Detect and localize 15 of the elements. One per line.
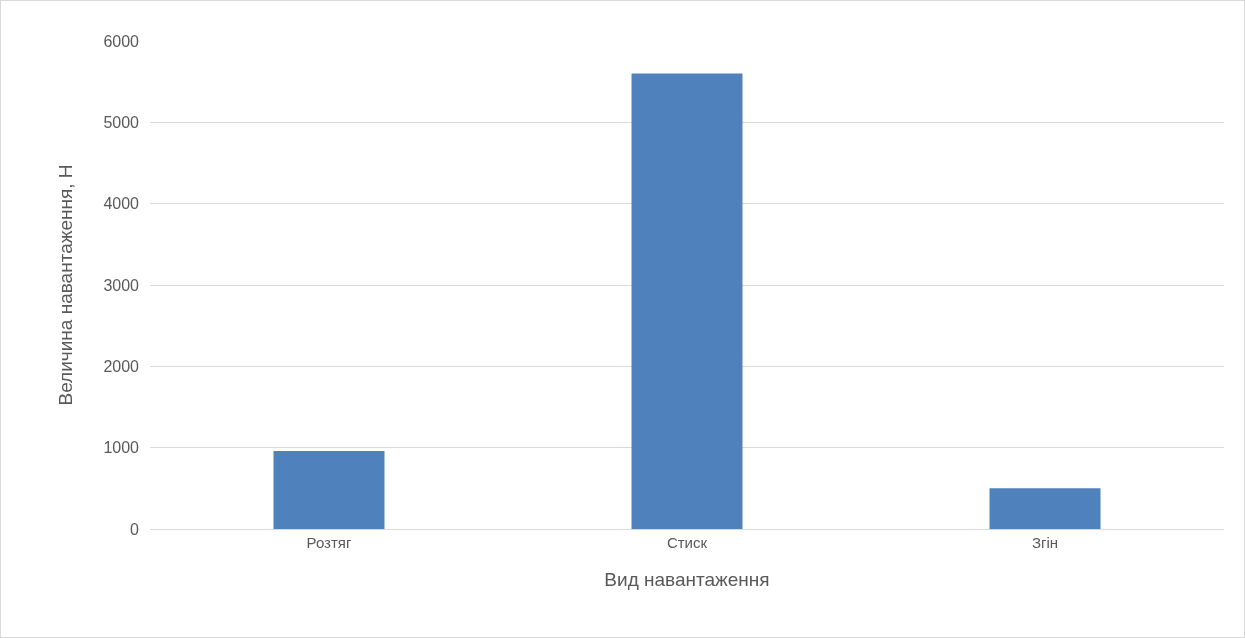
y-axis-title: Величина навантаження, Н [55, 164, 77, 406]
y-tick-label: 1000 [103, 439, 140, 457]
x-axis-title: Вид навантаження [604, 568, 770, 590]
bar [631, 73, 743, 529]
bar [989, 488, 1101, 529]
y-tick-label: 6000 [103, 32, 140, 50]
x-tick-label: Розтяг [306, 534, 352, 551]
x-tick-label: Стиск [666, 534, 708, 551]
y-tick-label: 0 [130, 520, 140, 538]
y-tick-label: 4000 [103, 195, 140, 213]
y-tick-label: 3000 [103, 276, 140, 294]
bar [273, 450, 385, 529]
y-tick-label: 2000 [103, 357, 140, 375]
y-tick-label: 5000 [103, 113, 140, 131]
x-tick-label: Згін [1031, 534, 1059, 551]
